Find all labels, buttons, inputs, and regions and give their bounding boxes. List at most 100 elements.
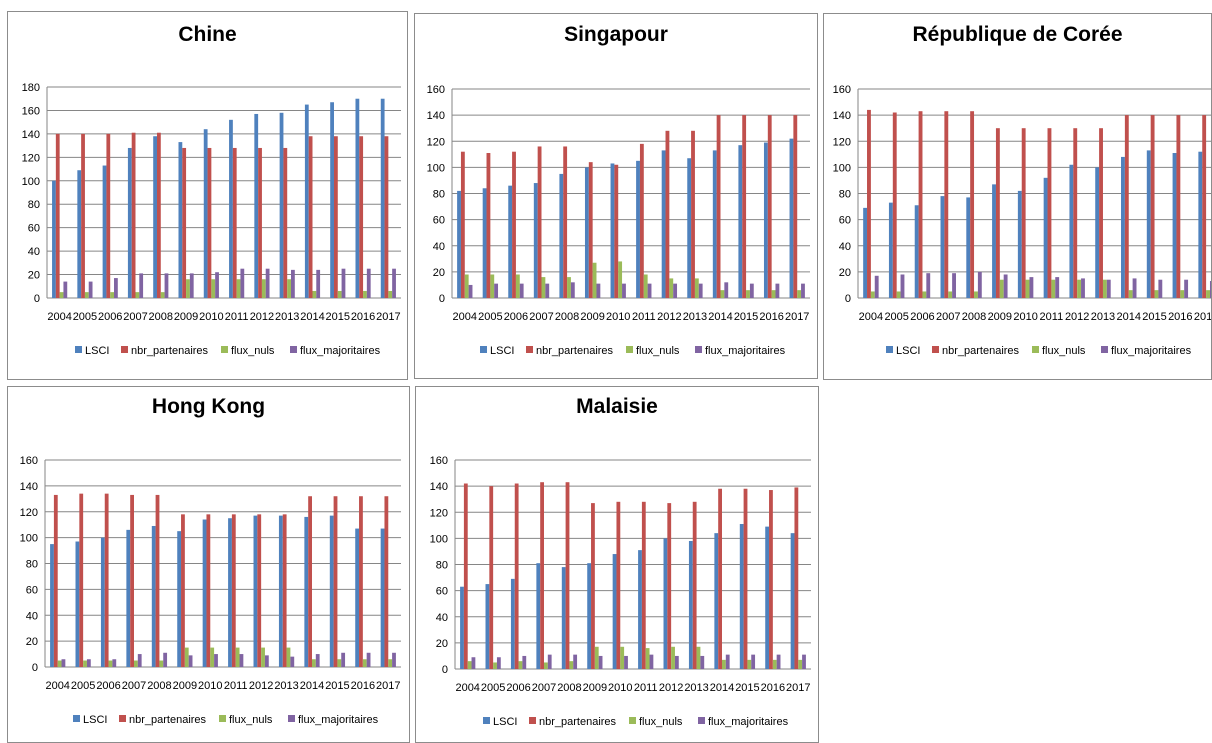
bar-lsci <box>1017 190 1022 298</box>
bar-flux-majoritaires <box>341 652 346 667</box>
y-tick-label: 20 <box>433 267 445 279</box>
bar-nbr-partenaires <box>769 490 773 669</box>
bar-flux-majoritaires <box>471 657 476 669</box>
bar-lsci <box>228 518 232 667</box>
bar-flux-majoritaires <box>519 283 524 298</box>
bar-flux-nuls <box>669 278 674 298</box>
bar-flux-majoritaires <box>647 283 652 298</box>
y-tick-label: 40 <box>26 610 38 622</box>
legend-swatch-flux-majoritaires <box>698 717 705 724</box>
bar-lsci <box>992 184 996 298</box>
bar-flux-nuls <box>110 292 114 298</box>
legend-label-nbr-partenaires: nbr_partenaires <box>539 716 617 728</box>
bar-lsci <box>278 515 283 667</box>
bar-flux-nuls <box>362 659 367 667</box>
y-tick-label: 40 <box>28 246 40 258</box>
bar-flux-majoritaires <box>164 273 169 298</box>
bar-nbr-partenaires <box>359 136 364 298</box>
x-tick-label: 2007 <box>122 680 146 692</box>
legend-swatch-flux-majoritaires <box>288 715 295 722</box>
legend-label-flux-nuls: flux_nuls <box>231 345 275 357</box>
bar-flux-nuls <box>135 292 140 298</box>
bar-flux-majoritaires <box>265 268 270 298</box>
bar-flux-nuls <box>211 279 216 298</box>
bar-nbr-partenaires <box>588 162 593 298</box>
chart-title: Hong Kong <box>152 395 265 418</box>
bar-lsci <box>561 567 566 669</box>
bar-lsci <box>304 104 309 298</box>
bar-flux-majoritaires <box>725 654 730 669</box>
bar-nbr-partenaires <box>79 493 84 667</box>
legend-swatch-flux-nuls <box>221 346 228 353</box>
bar-lsci <box>279 112 284 298</box>
bar-flux-majoritaires <box>749 283 754 298</box>
x-tick-label: 2011 <box>224 680 248 692</box>
bar-flux-nuls <box>108 660 113 667</box>
legend-label-flux-nuls: flux_nuls <box>636 345 680 357</box>
bar-lsci <box>203 129 208 298</box>
bar-flux-majoritaires <box>900 274 905 298</box>
x-tick-label: 2011 <box>634 682 658 694</box>
bar-flux-majoritaires <box>952 273 956 298</box>
bar-flux-nuls <box>235 647 240 667</box>
x-tick-label: 2012 <box>1065 311 1089 323</box>
y-tick-label: 140 <box>20 481 38 493</box>
bar-nbr-partenaires <box>308 136 313 298</box>
bar-flux-nuls <box>797 290 802 298</box>
bar-lsci <box>1146 150 1151 298</box>
y-tick-label: 100 <box>20 533 38 545</box>
y-tick-label: 0 <box>439 293 445 305</box>
bar-lsci <box>485 584 490 669</box>
bar-flux-nuls <box>747 659 752 669</box>
x-tick-label: 2010 <box>1013 311 1037 323</box>
bar-lsci <box>638 550 642 669</box>
legend: LSCI nbr_partenaires flux_nuls flux_majorit… <box>75 345 381 357</box>
bar-lsci <box>508 185 513 298</box>
bar-nbr-partenaires <box>283 147 288 298</box>
bar-nbr-partenaires <box>131 132 136 298</box>
bar-flux-nuls <box>746 290 750 298</box>
legend-label-flux-majoritaires: flux_majoritaires <box>705 345 786 357</box>
bar-flux-majoritaires <box>214 654 218 667</box>
bar-nbr-partenaires <box>155 494 160 667</box>
bar-flux-majoritaires <box>802 654 806 669</box>
x-tick-label: 2011 <box>1040 311 1064 323</box>
bar-lsci <box>460 586 464 669</box>
y-tick-label: 60 <box>28 223 40 235</box>
x-tick-label: 2015 <box>1142 311 1166 323</box>
legend-swatch-flux-nuls <box>219 715 226 722</box>
bar-flux-nuls <box>1077 279 1082 298</box>
y-tick-label: 100 <box>833 162 851 174</box>
bar-nbr-partenaires <box>970 111 975 299</box>
bar-flux-majoritaires <box>392 652 396 667</box>
legend-swatch-flux-majoritaires <box>695 346 702 353</box>
bar-flux-nuls <box>896 291 901 298</box>
bar-nbr-partenaires <box>206 514 211 667</box>
bar-flux-majoritaires <box>801 283 805 298</box>
y-tick-label: 120 <box>427 136 445 148</box>
y-tick-label: 0 <box>442 664 448 676</box>
y-tick-label: 80 <box>436 560 448 572</box>
bar-nbr-partenaires <box>995 128 1000 298</box>
bar-flux-majoritaires <box>188 655 193 667</box>
bar-flux-majoritaires <box>545 283 550 298</box>
legend-swatch-nbr-partenaires <box>121 346 128 353</box>
bar-flux-majoritaires <box>751 654 756 669</box>
bar-nbr-partenaires <box>591 503 595 669</box>
x-tick-label: 2016 <box>759 311 783 323</box>
x-tick-label: 2008 <box>557 682 581 694</box>
bar-flux-majoritaires <box>264 655 269 667</box>
bar-flux-majoritaires <box>88 281 93 298</box>
x-tick-label: 2007 <box>532 682 556 694</box>
x-tick-label: 2008 <box>147 680 171 692</box>
chart-title: Chine <box>178 23 236 46</box>
y-tick-label: 40 <box>839 241 851 253</box>
legend-swatch-nbr-partenaires <box>932 346 939 353</box>
y-tick-label: 20 <box>28 270 40 282</box>
y-tick-label: 140 <box>427 110 445 122</box>
y-tick-label: 100 <box>430 533 448 545</box>
bar-lsci <box>1172 153 1177 298</box>
bar-flux-majoritaires <box>139 273 144 298</box>
